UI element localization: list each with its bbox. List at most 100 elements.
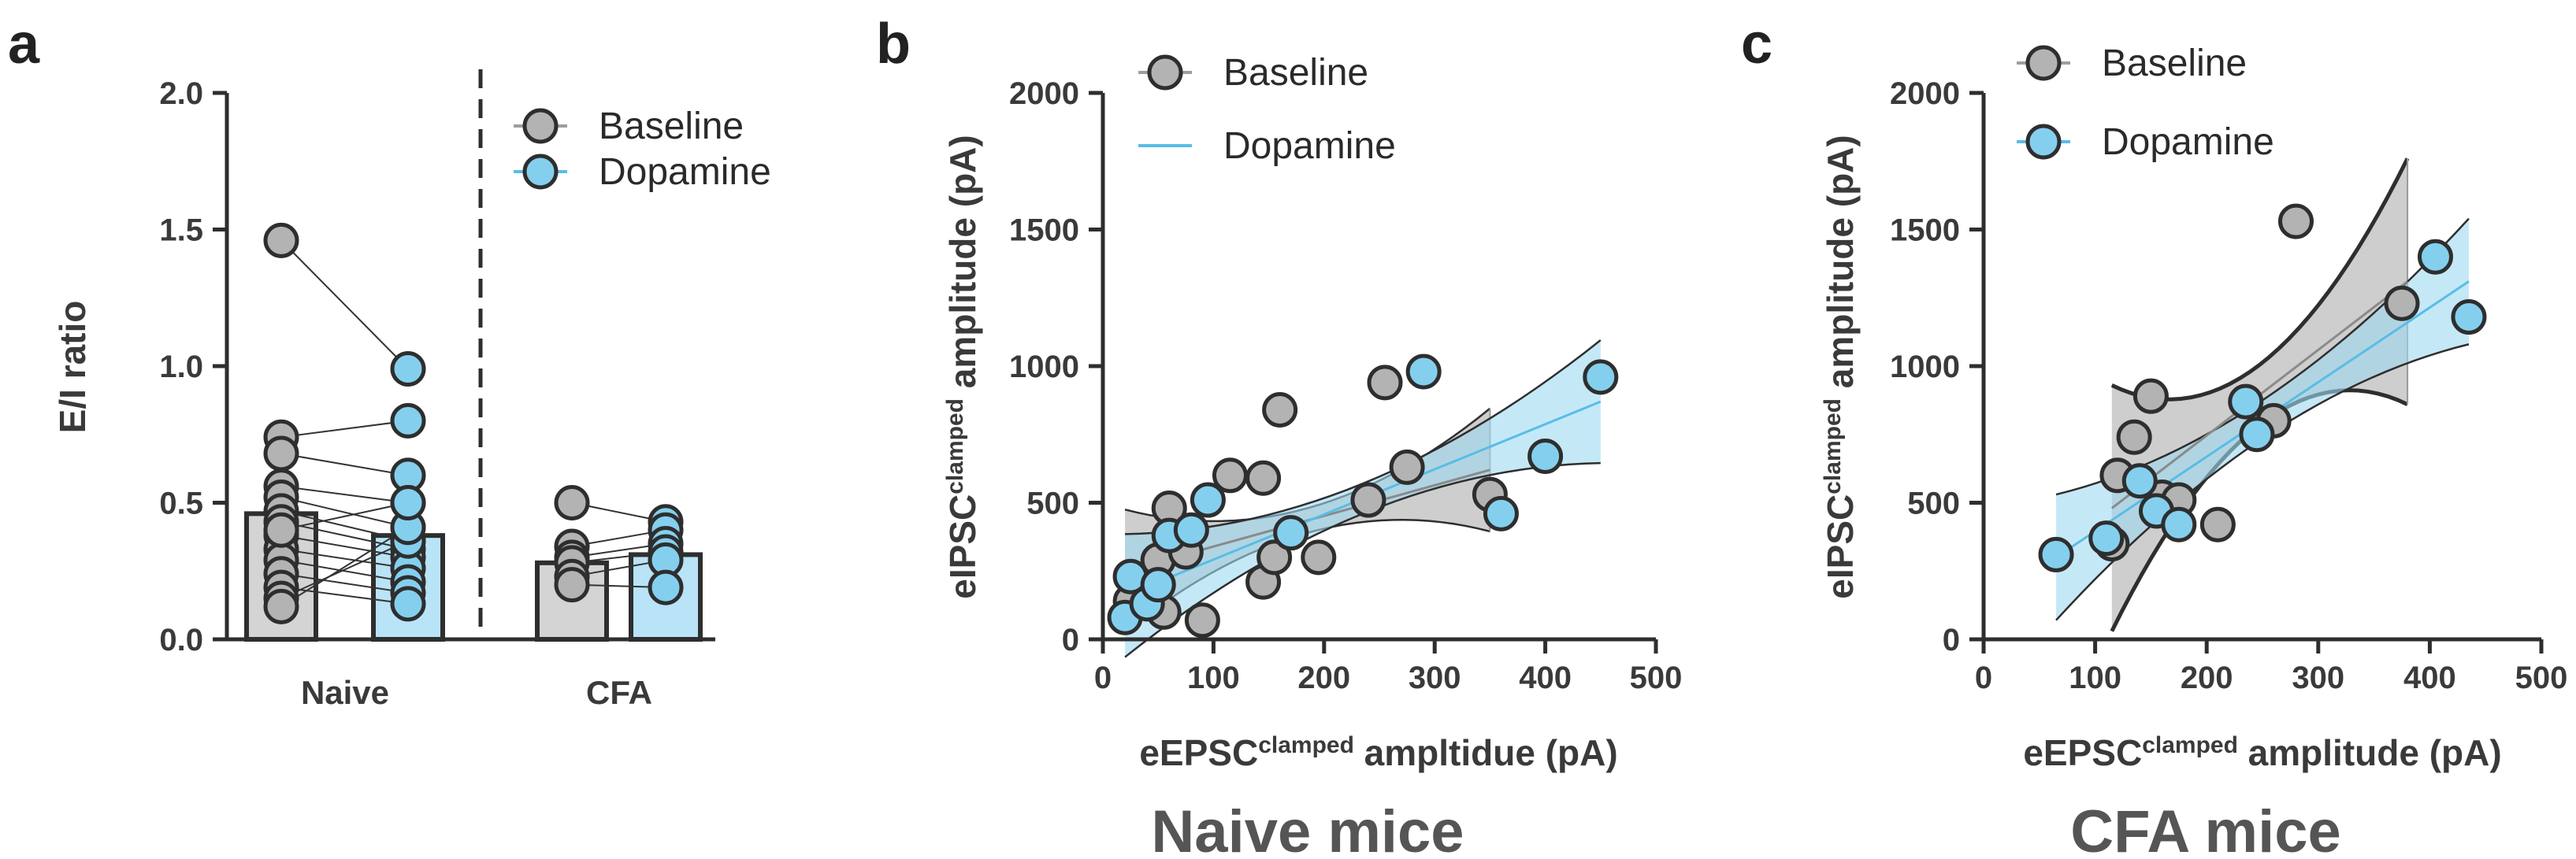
pair-line: [280, 559, 409, 583]
point-baseline: [263, 512, 299, 548]
panel-a-pair-lines: [280, 239, 666, 608]
point-baseline: [1389, 449, 1425, 485]
panel-c-y-tick-label: 2000: [1890, 76, 1960, 111]
panel-a-group-label-naive: Naive: [301, 674, 389, 711]
panel-b-y-label-main: eIPSC: [942, 494, 983, 599]
point-baseline: [554, 567, 590, 603]
panel-c-y-tick-label: 1500: [1890, 213, 1960, 248]
panel-c-y-axis-label: eIPSCclamped amplitude (pA): [1820, 135, 1861, 598]
point-dopamine: [390, 485, 426, 520]
panel-b-y-axis-label: eIPSCclamped amplitude (pA): [942, 135, 983, 598]
legend-baseline-marker: [1147, 54, 1183, 91]
point-baseline: [1301, 539, 1337, 576]
panel-b-y-tick-label: 500: [1026, 487, 1079, 521]
panel-a: 0.0 0.5 1.0 1.5 2.0 E/I ratio Naive CFA Base…: [52, 69, 771, 711]
point-dopamine: [2228, 383, 2264, 420]
panel-c-x-label-main: eEPSC: [2023, 732, 2142, 773]
point-dopamine: [1190, 482, 1226, 518]
pair-line: [280, 453, 409, 476]
panel-c-x-tick-label: 100: [2069, 661, 2121, 695]
legend-dopamine-marker: [522, 154, 559, 190]
panel-a-letter: a: [8, 13, 40, 76]
panel-c-points: [2038, 203, 2487, 572]
panel-a-group-label-cfa: CFA: [586, 674, 652, 711]
point-dopamine: [1140, 567, 1176, 603]
point-dopamine: [390, 402, 426, 439]
point-baseline: [1262, 392, 1298, 428]
panel-a-points: [263, 222, 684, 624]
panel-b-ticks: 0 500 1000 1500 2000 0 100 200 300 400 500: [1009, 76, 1682, 695]
panel-b-points: [1107, 354, 1619, 639]
point-baseline: [2277, 203, 2314, 239]
panel-a-bars: [244, 511, 703, 642]
panel-b-x-label-main: eEPSC: [1139, 732, 1258, 773]
panel-a-y-tick-label: 0.0: [159, 623, 203, 657]
panel-a-y-tick-label: 1.0: [159, 350, 203, 384]
point-baseline: [1256, 539, 1293, 576]
panel-a-legend: Baseline Dopamine: [514, 106, 771, 193]
pair-line: [280, 520, 409, 550]
point-baseline: [1367, 365, 1403, 401]
panel-c-y-tick-label: 500: [1907, 487, 1960, 521]
panel-b-x-tick-label: 200: [1297, 661, 1350, 695]
panel-c-x-tick-label: 500: [2515, 661, 2568, 695]
panel-c-x-label-sup: clamped: [2142, 732, 2238, 758]
point-dopamine: [2161, 506, 2197, 542]
panel-b-x-tick-label: 100: [1187, 661, 1240, 695]
legend-baseline-label: Baseline: [1223, 52, 1368, 94]
legend-dopamine-marker: [2025, 124, 2062, 160]
point-baseline: [263, 588, 299, 624]
legend-baseline-marker: [522, 108, 559, 144]
legend-baseline-label: Baseline: [599, 106, 744, 147]
panel-c-y-label-main: eIPSC: [1820, 494, 1861, 599]
panel-c-y-tick-label: 1000: [1890, 350, 1960, 384]
panel-a-y-ticks: 0.0 0.5 1.0 1.5 2.0: [159, 76, 227, 657]
panel-b-x-label-rest: ampltidue (pA): [1354, 732, 1618, 773]
legend-baseline-marker: [2025, 45, 2062, 81]
point-baseline: [2384, 285, 2420, 321]
pair-line: [280, 420, 409, 439]
point-dopamine: [1583, 359, 1619, 395]
point-baseline: [1184, 602, 1220, 639]
point-dopamine: [1273, 515, 1309, 551]
point-dopamine: [2417, 239, 2453, 275]
panel-c-x-tick-label: 0: [1975, 661, 1992, 695]
panel-b-caption: Naive mice: [1151, 798, 1464, 859]
point-baseline: [1245, 460, 1282, 496]
point-dopamine: [2038, 536, 2074, 572]
panel-b-y-tick-label: 1000: [1009, 350, 1079, 384]
panel-b-letter: b: [876, 13, 911, 76]
panel-b-x-tick-label: 300: [1409, 661, 1461, 695]
point-baseline: [2132, 378, 2169, 414]
point-dopamine: [1173, 512, 1209, 548]
point-dopamine: [648, 569, 684, 605]
panel-b-y-label-rest: amplitude (pA): [942, 135, 983, 398]
pair-line: [280, 587, 409, 605]
point-dopamine: [1405, 354, 1442, 390]
panel-b-y-label-sup: clamped: [942, 398, 968, 494]
pair-line: [280, 509, 409, 542]
legend-dopamine-label: Dopamine: [599, 151, 771, 193]
panel-a-y-tick-label: 0.5: [159, 487, 203, 521]
panel-c-x-label-rest: amplitude (pA): [2238, 732, 2502, 773]
panel-b-x-tick-label: 500: [1630, 661, 1683, 695]
legend-baseline-label: Baseline: [2102, 43, 2247, 84]
point-dopamine: [2088, 520, 2125, 557]
panel-c-y-label-rest: amplitude (pA): [1820, 135, 1861, 398]
legend-dopamine-label: Dopamine: [2102, 121, 2274, 163]
panel-a-y-axis-label: E/I ratio: [52, 301, 93, 434]
point-baseline: [1350, 482, 1386, 518]
legend-dopamine-label: Dopamine: [1223, 125, 1396, 167]
point-dopamine: [2121, 463, 2158, 499]
point-baseline: [2116, 419, 2152, 455]
pair-line: [280, 548, 409, 569]
point-dopamine: [2451, 299, 2487, 335]
panel-b-y-tick-label: 0: [1062, 623, 1079, 657]
pair-line: [280, 239, 409, 370]
panel-a-y-tick-label: 2.0: [159, 76, 203, 111]
point-baseline: [263, 222, 299, 258]
panel-c-x-tick-label: 200: [2181, 661, 2233, 695]
